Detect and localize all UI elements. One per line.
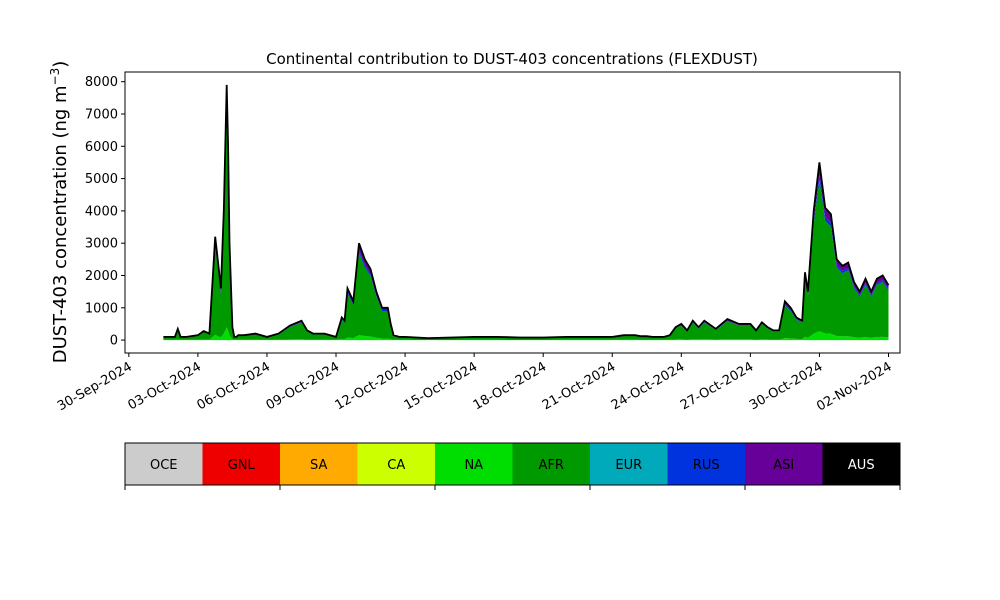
x-tick-label: 15-Oct-2024 — [402, 359, 480, 413]
x-tick-label: 18-Oct-2024 — [471, 359, 549, 413]
legend-label-eur: EUR — [615, 458, 642, 473]
legend-label-rus: RUS — [693, 458, 720, 473]
x-tick-label: 21-Oct-2024 — [540, 359, 618, 413]
legend-swatch-gnl — [202, 443, 280, 485]
x-tick-label: 30-Sep-2024 — [55, 359, 135, 414]
area-asi — [163, 84, 889, 339]
legend-label-oce: OCE — [150, 458, 178, 473]
total-concentration-line — [163, 84, 890, 340]
legend-swatch-afr — [512, 443, 590, 485]
area-rus — [163, 102, 889, 339]
x-tick-label: 02-Nov-2024 — [814, 359, 894, 414]
y-tick-label: 4000 — [85, 204, 118, 219]
chart-title: Continental contribution to DUST-403 con… — [266, 50, 758, 68]
y-tick-label: 3000 — [85, 237, 118, 252]
y-tick-label: 7000 — [85, 107, 118, 122]
x-tick-label: 24-Oct-2024 — [609, 359, 687, 413]
y-tick-label: 1000 — [85, 301, 118, 316]
area-na — [163, 327, 889, 341]
y-tick-label: 8000 — [85, 75, 118, 90]
legend-swatch-eur — [590, 443, 668, 485]
continent-colorbar-legend: OCE GNL SA CA NA AFR EUR RUS ASI AUS — [124, 442, 901, 490]
plot-frame — [124, 71, 901, 354]
legend-swatch-na — [435, 443, 513, 485]
legend-swatch-sa — [280, 443, 358, 485]
legend-swatch-ca — [357, 443, 435, 485]
legend-label-aus: AUS — [848, 458, 875, 473]
legend-label-sa: SA — [310, 458, 327, 473]
legend-label-asi: ASI — [773, 458, 794, 473]
legend-swatch-rus — [667, 443, 745, 485]
y-axis-ticks: 0 1000 2000 3000 4000 5000 6000 7000 8000 — [85, 75, 125, 349]
x-tick-label: 27-Oct-2024 — [678, 359, 756, 413]
x-tick-label: 06-Oct-2024 — [195, 359, 273, 413]
legend-label-na: NA — [464, 458, 483, 473]
legend-swatch-oce — [125, 443, 203, 485]
x-tick-label: 03-Oct-2024 — [126, 359, 204, 413]
legend-label-afr: AFR — [539, 458, 564, 473]
x-tick-label: 12-Oct-2024 — [333, 359, 411, 413]
x-axis-ticks: 30-Sep-202403-Oct-202406-Oct-202409-Oct-… — [55, 353, 894, 414]
x-tick-label: 30-Oct-2024 — [747, 359, 825, 413]
y-tick-label: 0 — [110, 334, 118, 349]
legend-swatch-asi — [745, 443, 823, 485]
area-afr — [163, 110, 889, 341]
legend-label-ca: CA — [387, 458, 405, 473]
x-tick-label: 09-Oct-2024 — [264, 359, 342, 413]
legend-frame — [124, 442, 901, 486]
y-tick-label: 2000 — [85, 269, 118, 284]
legend-swatch-aus — [822, 443, 900, 485]
y-tick-label: 5000 — [85, 172, 118, 187]
legend-label-gnl: GNL — [228, 458, 256, 473]
y-axis-label: DUST-403 concentration (ng m−3) — [48, 61, 71, 364]
y-tick-label: 6000 — [85, 140, 118, 155]
stacked-area-layers — [163, 84, 889, 341]
